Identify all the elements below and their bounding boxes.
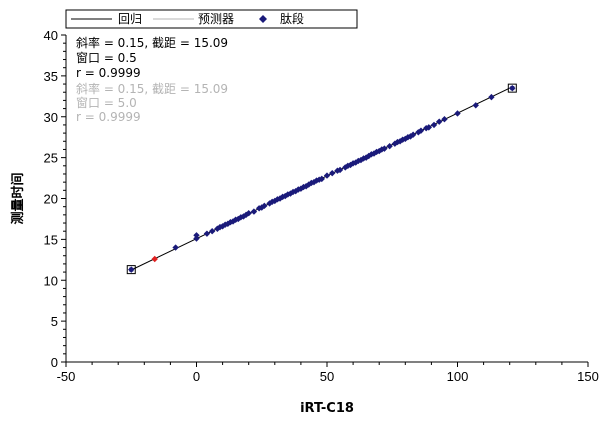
x-axis-title: iRT-C18 — [300, 401, 354, 416]
regression-stats-line-3: r = 0.9999 — [76, 66, 141, 80]
predictor-stats-line-1: 斜率 = 0.15, 截距 = 15.09 — [76, 81, 228, 96]
y-tick-label: 5 — [51, 314, 58, 329]
peptide-point — [208, 228, 216, 235]
y-tick-label: 10 — [44, 273, 58, 288]
peptide-point — [318, 175, 325, 183]
y-tick-label: 15 — [44, 232, 58, 247]
x-axis: -50 0 50 100 150 — [57, 362, 599, 384]
peptide-point — [436, 118, 443, 125]
y-tick-label: 30 — [44, 110, 58, 125]
peptide-point — [261, 202, 268, 210]
predictor-stats-line-3: r = 0.9999 — [76, 110, 141, 124]
peptide-point — [245, 210, 252, 217]
x-tick-label: 100 — [447, 369, 469, 384]
peptide-point — [488, 93, 495, 101]
peptide-point — [417, 127, 425, 134]
peptide-point — [235, 215, 242, 223]
endpoint-marker — [126, 265, 136, 275]
peptide-point — [425, 124, 432, 131]
legend-swatch-peptide — [259, 15, 267, 23]
peptide-point — [323, 172, 331, 179]
predictor-stats: 斜率 = 0.15, 截距 = 15.09 窗口 = 5.0 r = 0.999… — [76, 81, 228, 124]
endpoint-marker-core — [129, 267, 134, 272]
peptide-point — [352, 159, 359, 166]
peptide-point — [287, 190, 294, 197]
endpoint-marker-core — [510, 86, 515, 91]
peptide-point — [454, 110, 461, 117]
outlier-point — [151, 255, 158, 263]
x-tick-label: 150 — [577, 369, 599, 384]
y-tick-label: 0 — [51, 355, 58, 370]
peptide-point — [297, 185, 305, 192]
peptide-point — [193, 232, 200, 239]
peptide-point — [373, 148, 380, 156]
regression-stats-line-2: 窗口 = 0.5 — [76, 51, 137, 65]
peptide-point — [409, 131, 417, 138]
peptide-point — [441, 116, 448, 123]
peptide-point — [172, 244, 179, 251]
y-tick-label: 40 — [44, 28, 58, 43]
peptide-point — [422, 124, 430, 132]
peptide-point — [242, 211, 250, 219]
x-tick-label: 0 — [193, 369, 200, 384]
endpoint-marker — [507, 83, 517, 93]
peptide-point — [342, 164, 349, 171]
peptide-point — [430, 121, 438, 129]
legend-label-peptide: 肽段 — [280, 11, 304, 26]
y-axis-title: 测量时间 — [10, 172, 26, 224]
peptide-point — [329, 169, 336, 177]
legend-label-regression: 回归 — [118, 12, 142, 26]
peptide-point — [381, 145, 388, 152]
peptide-point — [336, 166, 344, 174]
peptide-point — [308, 179, 315, 187]
regression-stats: 斜率 = 0.15, 截距 = 15.09 窗口 = 0.5 r = 0.999… — [76, 35, 228, 80]
y-tick-label: 25 — [44, 151, 58, 166]
peptide-point — [250, 208, 258, 215]
y-tick-label: 35 — [44, 69, 58, 84]
peptide-point — [193, 235, 200, 242]
peptide-point — [472, 102, 479, 109]
legend: 回归 预测器 肽段 — [65, 9, 358, 29]
regression-stats-line-1: 斜率 = 0.15, 截距 = 15.09 — [76, 35, 228, 50]
peptide-points — [126, 83, 517, 275]
y-tick-label: 20 — [44, 192, 58, 207]
y-axis: 0 5 10 15 20 25 30 35 40 — [44, 28, 66, 370]
legend-box — [65, 9, 358, 29]
predictor-stats-line-2: 窗口 = 5.0 — [76, 96, 137, 110]
peptide-point — [386, 142, 393, 150]
peptide-point — [394, 138, 401, 146]
x-tick-label: -50 — [57, 369, 76, 384]
legend-label-predictor: 预测器 — [198, 12, 234, 26]
peptide-point — [276, 195, 284, 202]
x-tick-label: 50 — [320, 369, 334, 384]
peptide-point — [362, 154, 370, 161]
peptide-point — [266, 200, 273, 207]
peptide-point — [203, 230, 211, 237]
